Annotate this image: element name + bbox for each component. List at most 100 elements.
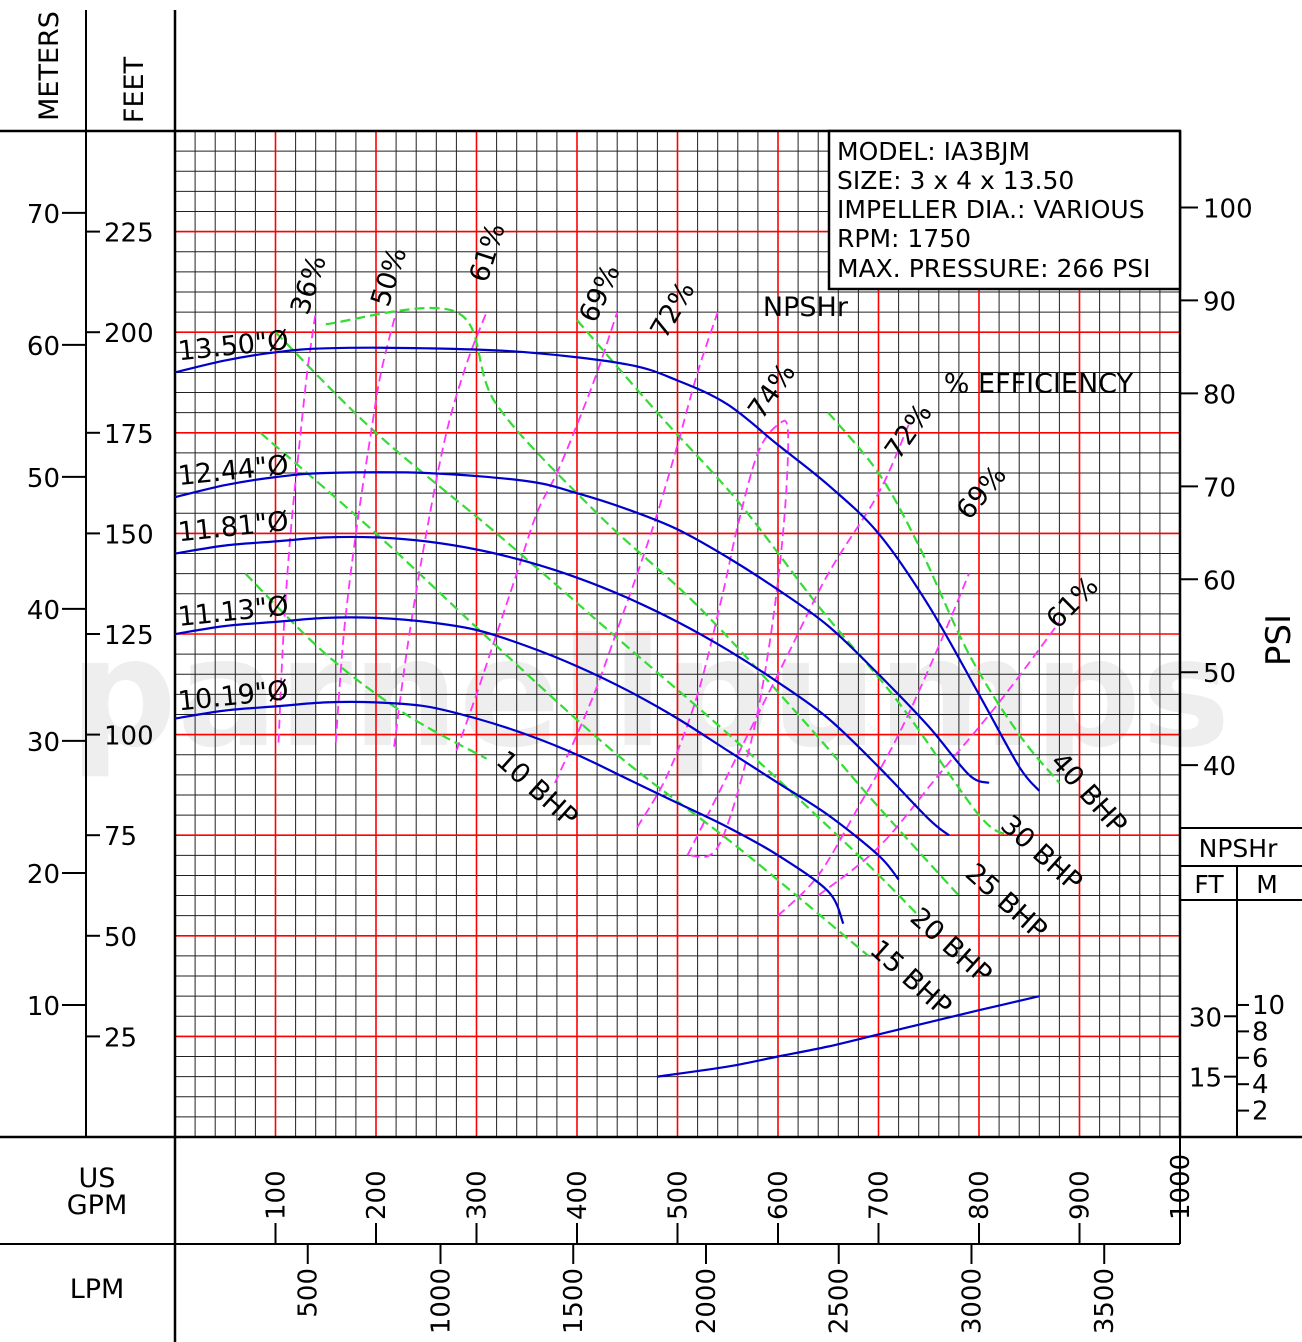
gpm-tick-label: 1000 bbox=[1166, 1154, 1196, 1220]
npshr-ft-label: FT bbox=[1194, 870, 1224, 899]
npshr-m-tick-label: 6 bbox=[1252, 1044, 1269, 1074]
meters-tick-label: 30 bbox=[27, 728, 60, 758]
bhp-curve-15-bhp bbox=[259, 431, 870, 957]
efficiency-curve-61- bbox=[817, 621, 1061, 897]
gpm-tick-label: 700 bbox=[865, 1170, 895, 1220]
psi-axis-title: PSI bbox=[1259, 614, 1299, 666]
feet-tick-label: 225 bbox=[104, 219, 154, 249]
psi-tick-label: 60 bbox=[1203, 566, 1236, 596]
meters-axis-title: METERS bbox=[34, 11, 65, 121]
psi-tick-label: 80 bbox=[1203, 380, 1236, 410]
meters-tick-label: 40 bbox=[27, 596, 60, 626]
bhp-curve-10-bhp bbox=[244, 572, 488, 760]
info-impeller: IMPELLER DIA.: VARIOUS bbox=[837, 195, 1145, 224]
chart-frame bbox=[0, 10, 1302, 1342]
info-rpm: RPM: 1750 bbox=[837, 224, 971, 253]
feet-tick-label: 150 bbox=[104, 520, 154, 550]
efficiency-curve-72- bbox=[554, 311, 719, 784]
gpm-tick-label: 500 bbox=[664, 1170, 694, 1220]
gpm-axis-title-line1: US bbox=[79, 1163, 116, 1194]
curve-label: 61% bbox=[464, 219, 512, 286]
psi-tick-label: 70 bbox=[1203, 473, 1236, 503]
info-max-pressure: MAX. PRESSURE: 266 PSI bbox=[837, 254, 1151, 283]
gpm-tick-label: 600 bbox=[764, 1170, 794, 1220]
bhp-curve-25-bhp bbox=[325, 306, 960, 897]
efficiency-curve-72- bbox=[686, 424, 910, 856]
lpm-tick-label: 2500 bbox=[825, 1268, 855, 1334]
gpm-tick-label: 300 bbox=[463, 1170, 493, 1220]
npshr-m-tick-label: 8 bbox=[1252, 1017, 1269, 1047]
info-size: SIZE: 3 x 4 x 13.50 bbox=[837, 166, 1074, 195]
psi-tick-label: 90 bbox=[1203, 287, 1236, 317]
feet-tick-label: 25 bbox=[104, 1023, 137, 1053]
head-curve-13-50- bbox=[174, 346, 1041, 792]
curve-label: NPSHr bbox=[763, 292, 849, 323]
info-model: MODEL: IA3BJM bbox=[837, 137, 1030, 166]
efficiency-curve-61- bbox=[393, 311, 488, 747]
lpm-tick-label: 1500 bbox=[559, 1268, 589, 1334]
meters-tick-label: 20 bbox=[27, 860, 60, 890]
npshr-panel-title: NPSHr bbox=[1199, 834, 1278, 863]
curves bbox=[174, 306, 1061, 1078]
meters-tick-label: 70 bbox=[27, 200, 60, 230]
npshr-m-tick-label: 2 bbox=[1252, 1097, 1269, 1127]
lpm-tick-label: 3000 bbox=[957, 1268, 987, 1334]
bhp-curve-30-bhp bbox=[576, 319, 1010, 837]
bhp-curve-40-bhp bbox=[827, 411, 1061, 784]
curve-label: 74% bbox=[742, 358, 802, 425]
head-curve-12-44- bbox=[174, 471, 990, 784]
curve-label: 13.50"Ø bbox=[176, 325, 290, 367]
feet-tick-label: 100 bbox=[104, 722, 154, 752]
lpm-tick-label: 3500 bbox=[1090, 1268, 1120, 1334]
gpm-tick-label: 800 bbox=[965, 1170, 995, 1220]
feet-tick-label: 75 bbox=[104, 822, 137, 852]
curve-label: 12.44"Ø bbox=[176, 450, 290, 492]
head-curve-11-81- bbox=[174, 535, 950, 837]
curve-label: 69% bbox=[573, 260, 626, 327]
gpm-axis-title-line2: GPM bbox=[67, 1190, 128, 1221]
curve-label: 36% bbox=[285, 252, 333, 319]
npshr-m-tick-label: 10 bbox=[1252, 991, 1285, 1021]
lpm-tick-label: 2000 bbox=[692, 1268, 722, 1334]
bhp-curve-20-bhp bbox=[274, 331, 920, 917]
efficiency-curve-36- bbox=[277, 311, 317, 743]
curve-label: % EFFICIENCY bbox=[944, 369, 1134, 400]
head-curve-11-13- bbox=[174, 616, 900, 881]
feet-tick-label: 50 bbox=[104, 923, 137, 953]
npshr-curve-npshr bbox=[657, 995, 1040, 1078]
npshr-ft-tick-label: 30 bbox=[1189, 1003, 1222, 1033]
psi-tick-label: 40 bbox=[1203, 752, 1236, 782]
feet-axis-title: FEET bbox=[119, 56, 150, 123]
gpm-tick-label: 400 bbox=[563, 1170, 593, 1220]
npshr-m-tick-label: 4 bbox=[1252, 1070, 1269, 1100]
major-grid bbox=[175, 131, 1180, 1137]
axes: 25 50 75 100 125 150 175 200 225 10 20 30 40 50 60 70 40… bbox=[27, 194, 1285, 1334]
lpm-tick-label: 500 bbox=[294, 1268, 324, 1318]
efficiency-curve-69- bbox=[455, 311, 619, 752]
feet-tick-label: 125 bbox=[104, 621, 154, 651]
efficiency-curve-69- bbox=[777, 573, 970, 917]
feet-tick-label: 200 bbox=[104, 319, 154, 349]
npshr-ft-tick-label: 15 bbox=[1189, 1064, 1222, 1094]
meters-tick-label: 60 bbox=[27, 332, 60, 362]
npshr-panel: NPSHr FT M bbox=[1194, 834, 1278, 899]
curve-label: 50% bbox=[365, 244, 413, 311]
gpm-tick-label: 100 bbox=[262, 1170, 292, 1220]
psi-tick-label: 100 bbox=[1203, 194, 1253, 224]
psi-tick-label: 50 bbox=[1203, 659, 1236, 689]
meters-tick-label: 10 bbox=[27, 992, 60, 1022]
gpm-tick-label: 200 bbox=[362, 1170, 392, 1220]
efficiency-curve-50- bbox=[334, 311, 397, 743]
npshr-m-label: M bbox=[1256, 870, 1278, 899]
lpm-tick-label: 1000 bbox=[426, 1268, 456, 1334]
efficiency-curve-74- bbox=[636, 419, 790, 858]
gpm-tick-label: 900 bbox=[1066, 1170, 1096, 1220]
info-box: MODEL: IA3BJM SIZE: 3 x 4 x 13.50 IMPELL… bbox=[827, 129, 1182, 291]
info-box-border bbox=[827, 129, 1182, 291]
curve-label: 72% bbox=[879, 398, 939, 465]
lpm-axis-title: LPM bbox=[70, 1274, 125, 1305]
meters-tick-label: 50 bbox=[27, 464, 60, 494]
feet-tick-label: 175 bbox=[104, 420, 154, 450]
curve-label: 72% bbox=[645, 276, 702, 343]
